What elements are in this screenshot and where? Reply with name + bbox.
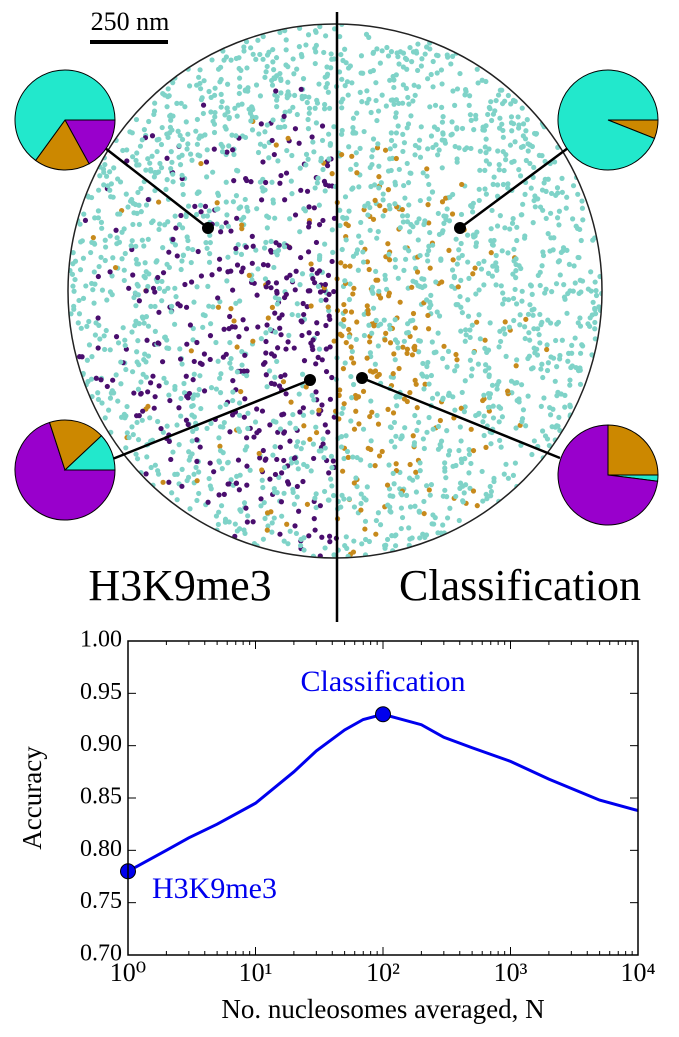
x-axis-label: No. nucleosomes averaged, N bbox=[221, 994, 544, 1024]
pie-slice bbox=[63, 435, 116, 471]
connectors bbox=[104, 146, 569, 462]
pie-slice bbox=[64, 119, 116, 165]
y-tick-label: 0.80 bbox=[80, 836, 122, 862]
y-tick-label: 0.90 bbox=[80, 731, 122, 757]
annotation-marker bbox=[375, 706, 391, 723]
x-tick-label: 10⁴ bbox=[620, 958, 655, 987]
y-tick-label: 0.95 bbox=[80, 679, 122, 705]
pie-slice bbox=[607, 424, 659, 476]
y-tick-label: 0.70 bbox=[80, 941, 122, 967]
y-axis-label: Accuracy bbox=[17, 746, 47, 850]
line-series bbox=[127, 712, 639, 873]
scale-label: 250 nm bbox=[91, 7, 170, 36]
annotation: H3K9me3 bbox=[152, 872, 277, 905]
chromatin-render bbox=[68, 24, 602, 558]
x-tick-label: 10¹ bbox=[239, 958, 273, 987]
pie-slice bbox=[557, 69, 659, 171]
probe-points bbox=[202, 222, 466, 386]
x-tick-label: 10³ bbox=[494, 958, 528, 987]
annotation: Classification bbox=[301, 665, 466, 698]
pie-slice bbox=[34, 119, 90, 171]
x-tick-label: 10⁰ bbox=[110, 958, 146, 987]
pie-slice bbox=[48, 419, 103, 471]
nucleus-outline bbox=[67, 23, 603, 559]
panel-label: H3K9me3 bbox=[88, 561, 271, 610]
pie-slice bbox=[14, 421, 116, 521]
y-tick-label: 0.75 bbox=[80, 888, 122, 914]
y-tick-label: 0.85 bbox=[80, 784, 122, 810]
plot-frame bbox=[127, 640, 639, 956]
panel-label: Classification bbox=[399, 561, 641, 610]
x-tick-label: 10² bbox=[366, 958, 400, 987]
pie-slice bbox=[14, 69, 116, 162]
y-tick-label: 1.00 bbox=[80, 627, 122, 653]
